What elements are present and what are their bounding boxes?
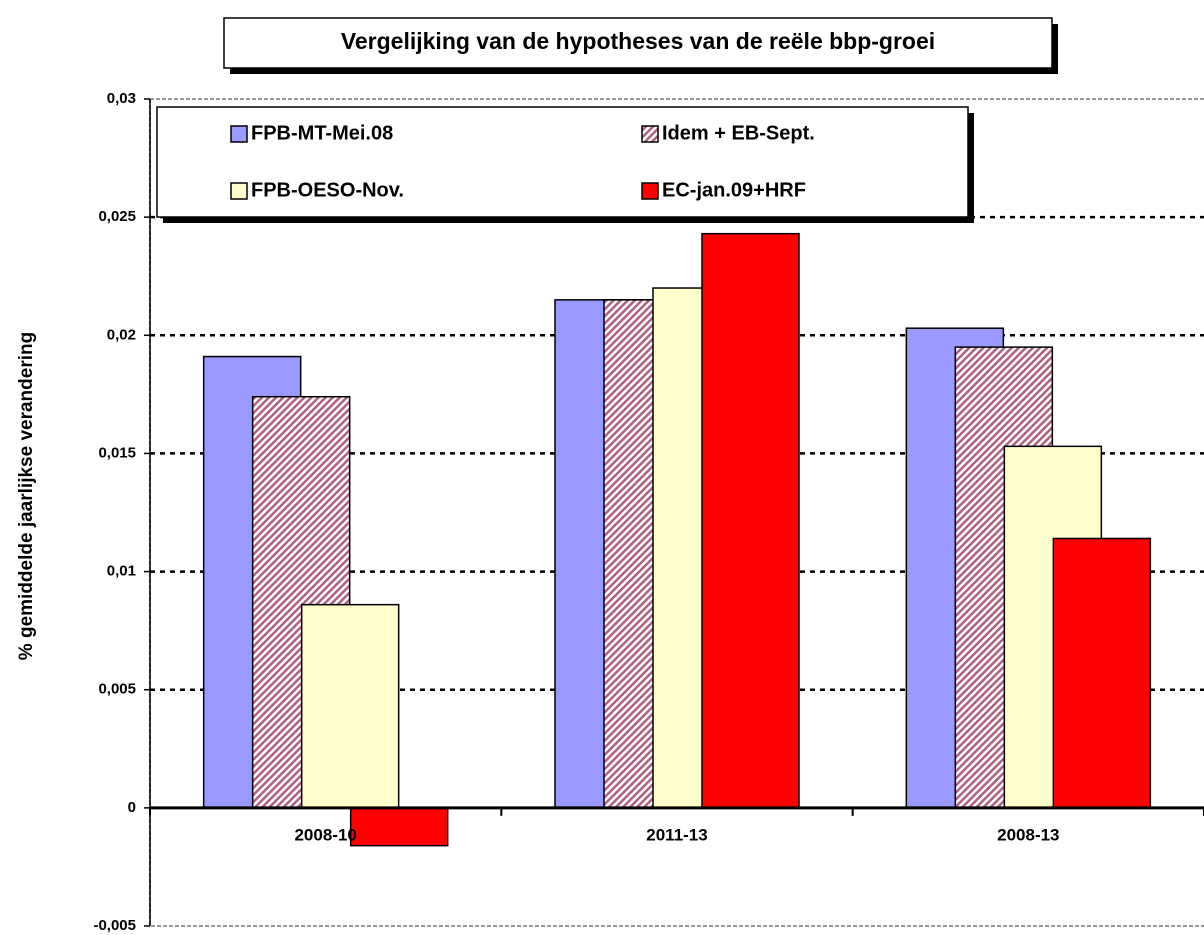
legend-label: Idem + EB-Sept.	[662, 122, 815, 144]
y-tick-label: 0,03	[107, 90, 136, 107]
x-tick-label: 2011-13	[646, 825, 707, 844]
y-tick-label: -0,005	[93, 917, 136, 934]
legend-swatch	[230, 182, 248, 200]
chart-title: Vergelijking van de hypotheses van de re…	[341, 28, 935, 54]
legend-label: EC-jan.09+HRF	[662, 179, 806, 201]
x-tick-label: 2008-13	[997, 825, 1059, 844]
x-tick-label: 2008-10	[294, 825, 356, 844]
y-tick-label: 0,025	[98, 208, 136, 225]
bar	[1052, 537, 1152, 809]
plot-frame	[149, 98, 1204, 927]
legend-box	[156, 106, 969, 218]
y-tick-label: 0,01	[107, 563, 136, 580]
bar	[300, 603, 400, 809]
y-axis-label: % gemiddelde jaarlijkse verandering	[16, 332, 37, 660]
y-tick-label: 0,02	[107, 326, 136, 343]
legend-label: FPB-MT-Mei.08	[251, 122, 393, 144]
legend-swatch	[230, 125, 248, 143]
legend-label: FPB-OESO-Nov.	[251, 179, 404, 201]
legend-swatch	[641, 125, 659, 143]
bar	[701, 232, 800, 809]
y-tick-label: 0,015	[98, 444, 136, 461]
legend-swatch	[641, 182, 659, 200]
title-box	[223, 17, 1053, 69]
bar	[349, 807, 449, 847]
y-tick-label: 0,005	[98, 681, 136, 698]
y-tick-label: 0	[128, 799, 136, 816]
